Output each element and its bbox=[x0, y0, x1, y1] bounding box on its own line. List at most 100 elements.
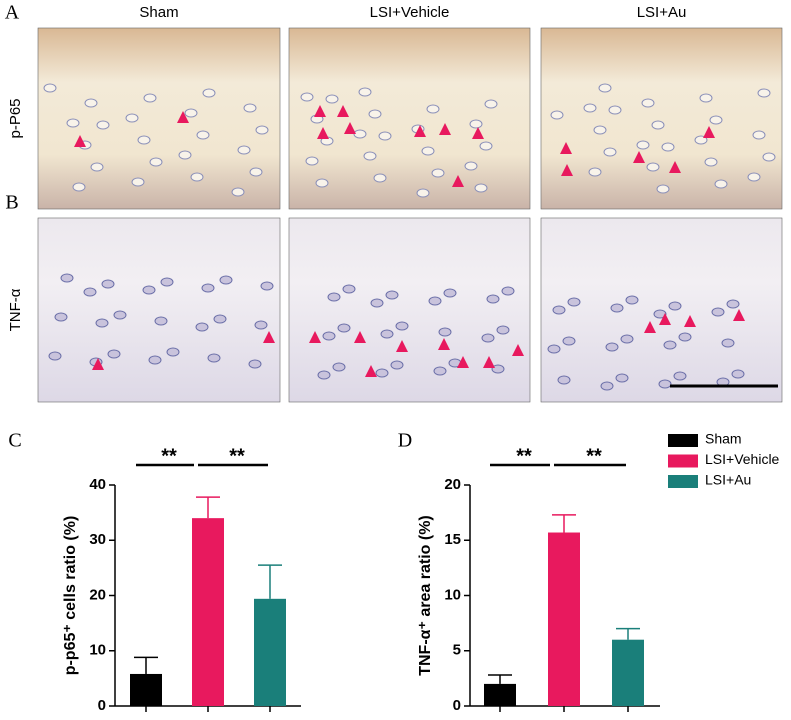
cell bbox=[625, 295, 639, 305]
cell bbox=[48, 351, 62, 361]
cell bbox=[337, 323, 351, 333]
cell bbox=[305, 156, 319, 166]
cell bbox=[137, 135, 151, 145]
cell bbox=[249, 167, 263, 177]
arrowhead bbox=[438, 338, 450, 350]
cell bbox=[248, 359, 262, 369]
cell bbox=[678, 332, 692, 342]
arrowhead bbox=[452, 175, 464, 187]
cell bbox=[416, 188, 430, 198]
cell bbox=[646, 162, 660, 172]
cell bbox=[207, 353, 221, 363]
cell bbox=[421, 146, 435, 156]
cell bbox=[464, 161, 478, 171]
cell bbox=[363, 151, 377, 161]
cell bbox=[178, 150, 192, 160]
cell bbox=[658, 379, 672, 389]
arrowhead bbox=[684, 315, 696, 327]
cell bbox=[583, 103, 597, 113]
cell bbox=[101, 279, 115, 289]
cell bbox=[747, 172, 761, 182]
cell bbox=[54, 312, 68, 322]
legend-swatch bbox=[668, 475, 698, 488]
cell bbox=[663, 340, 677, 350]
cell bbox=[651, 120, 665, 130]
cell bbox=[390, 360, 404, 370]
cell bbox=[641, 98, 655, 108]
cell bbox=[636, 140, 650, 150]
cell bbox=[368, 109, 382, 119]
cell bbox=[131, 177, 145, 187]
cell bbox=[598, 83, 612, 93]
cell bbox=[154, 316, 168, 326]
cell bbox=[726, 299, 740, 309]
arrowhead bbox=[644, 321, 656, 333]
arrowhead bbox=[92, 358, 104, 370]
arrowhead bbox=[317, 127, 329, 139]
cell bbox=[731, 369, 745, 379]
cell bbox=[231, 187, 245, 197]
cell bbox=[255, 125, 269, 135]
arrowhead bbox=[512, 344, 524, 356]
arrowhead bbox=[177, 111, 189, 123]
bar bbox=[484, 683, 516, 706]
cell bbox=[656, 184, 670, 194]
cell bbox=[125, 113, 139, 123]
arrowhead bbox=[703, 126, 715, 138]
cell bbox=[60, 273, 74, 283]
arrowhead bbox=[659, 313, 671, 325]
cell bbox=[325, 94, 339, 104]
cell bbox=[148, 355, 162, 365]
row-label: p-P65 bbox=[7, 98, 24, 138]
panel-letter: A bbox=[5, 2, 20, 24]
legend-label: Sham bbox=[705, 431, 742, 447]
arrowhead bbox=[354, 331, 366, 343]
cell bbox=[83, 287, 97, 297]
cell bbox=[552, 305, 566, 315]
cell bbox=[378, 131, 392, 141]
arrowhead bbox=[669, 161, 681, 173]
cell bbox=[661, 142, 675, 152]
cell bbox=[704, 157, 718, 167]
y-tick-label: 0 bbox=[453, 697, 461, 714]
micrograph bbox=[540, 27, 783, 210]
cell bbox=[66, 118, 80, 128]
cell bbox=[315, 178, 329, 188]
cell bbox=[342, 284, 356, 294]
cell bbox=[433, 366, 447, 376]
y-tick-label: 20 bbox=[444, 476, 461, 493]
arrowhead bbox=[414, 125, 426, 137]
cell bbox=[721, 338, 735, 348]
y-tick-label: 10 bbox=[89, 642, 106, 659]
cell bbox=[213, 314, 227, 324]
y-tick-label: 5 bbox=[453, 642, 461, 659]
cell bbox=[426, 104, 440, 114]
cell bbox=[501, 286, 515, 296]
cell bbox=[491, 364, 505, 374]
cell bbox=[673, 371, 687, 381]
cell bbox=[608, 105, 622, 115]
cell bbox=[160, 277, 174, 287]
y-tick-label: 20 bbox=[89, 586, 106, 603]
cell bbox=[600, 381, 614, 391]
cell bbox=[317, 370, 331, 380]
cell bbox=[714, 179, 728, 189]
cell bbox=[96, 120, 110, 130]
legend-label: LSI+Au bbox=[705, 472, 751, 488]
cell bbox=[375, 368, 389, 378]
arrowhead bbox=[561, 164, 573, 176]
bar bbox=[254, 598, 286, 706]
y-tick-label: 40 bbox=[89, 476, 106, 493]
cell bbox=[486, 294, 500, 304]
y-tick-label: 10 bbox=[444, 586, 461, 603]
cell bbox=[142, 285, 156, 295]
cell bbox=[709, 115, 723, 125]
cell bbox=[603, 147, 617, 157]
arrowhead bbox=[472, 127, 484, 139]
cell bbox=[550, 110, 564, 120]
cell bbox=[90, 162, 104, 172]
panel-letter: D bbox=[398, 430, 412, 452]
cell bbox=[484, 99, 498, 109]
cell bbox=[481, 333, 495, 343]
cell bbox=[195, 322, 209, 332]
